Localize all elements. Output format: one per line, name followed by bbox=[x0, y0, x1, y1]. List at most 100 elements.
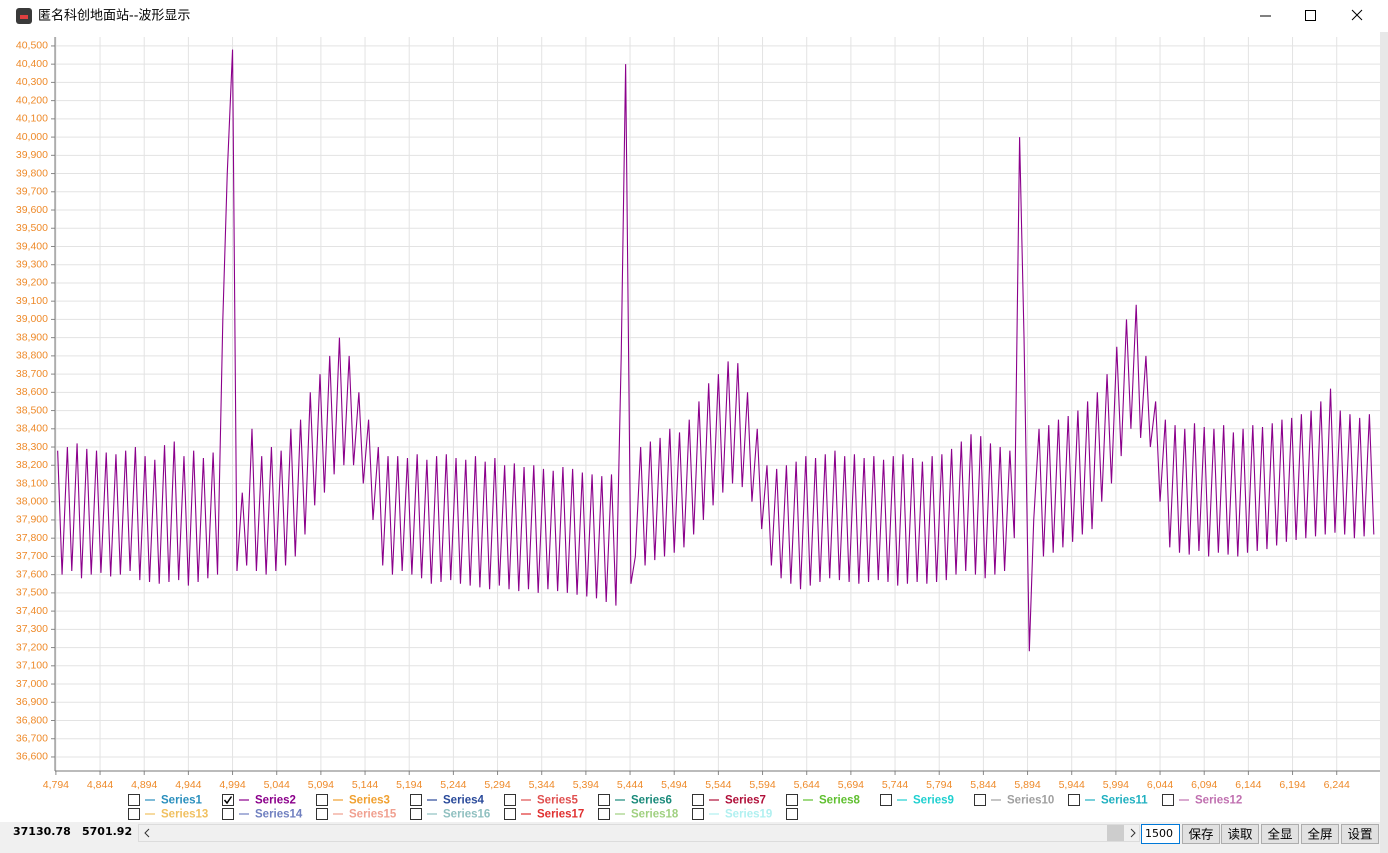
y-tick-label: 39,800 bbox=[16, 167, 48, 179]
y-tick-label: 38,400 bbox=[16, 423, 48, 435]
text-input[interactable] bbox=[1141, 824, 1180, 844]
button-label: 全显 bbox=[1267, 827, 1292, 842]
x-tick-label: 5,894 bbox=[1014, 779, 1040, 791]
x-tick-label: 5,494 bbox=[661, 779, 687, 791]
x-tick-label: 5,194 bbox=[396, 779, 422, 791]
y-tick-label: 39,600 bbox=[16, 204, 48, 216]
x-tick-label: 6,144 bbox=[1235, 779, 1261, 791]
minimize-button[interactable] bbox=[1243, 0, 1287, 32]
plot: 36,600 36,700 36,800 36,900 37,000 37,100 37,2… bbox=[16, 37, 1380, 791]
legend-label: Series8 bbox=[819, 795, 861, 807]
y-tick-label: 37,800 bbox=[16, 532, 48, 544]
button-bg[interactable] bbox=[1261, 824, 1299, 844]
button-label: 设置 bbox=[1347, 827, 1372, 842]
legend-label: Series3 bbox=[349, 795, 390, 807]
series-line bbox=[57, 49, 1375, 652]
legend-checkbox[interactable] bbox=[410, 808, 422, 820]
y-tick-label: 39,500 bbox=[16, 222, 48, 234]
button-label: 读取 bbox=[1227, 827, 1253, 842]
legend-label: Series17 bbox=[537, 809, 584, 821]
y-tick-label: 39,300 bbox=[16, 258, 48, 270]
y-tick-label: 36,600 bbox=[16, 751, 48, 763]
button[interactable]: 全显 bbox=[1261, 824, 1299, 844]
y-tick-label: 37,300 bbox=[16, 623, 48, 635]
legend-checkbox[interactable] bbox=[598, 808, 610, 820]
legend-checkbox[interactable] bbox=[504, 808, 516, 820]
legend-checkbox[interactable] bbox=[410, 794, 422, 806]
x-tick-label: 5,694 bbox=[838, 779, 864, 791]
y-tick-label: 40,200 bbox=[16, 94, 48, 106]
legend-checkbox[interactable] bbox=[880, 794, 892, 806]
button[interactable]: 全屏 bbox=[1301, 824, 1339, 844]
maximize-bg[interactable] bbox=[1289, 0, 1333, 32]
y-tick-label: 36,700 bbox=[16, 733, 48, 745]
y-tick-label: 37,100 bbox=[16, 660, 48, 672]
legend-checkbox[interactable] bbox=[974, 794, 986, 806]
legend-label: Series12 bbox=[1195, 795, 1242, 807]
scroll-left[interactable] bbox=[144, 828, 150, 838]
y-tick-label: 36,900 bbox=[16, 696, 48, 708]
input-value: 1500 bbox=[1145, 827, 1173, 840]
y-tick-label: 37,000 bbox=[16, 678, 48, 690]
legend-checkbox[interactable] bbox=[786, 808, 798, 820]
y-tick-label: 39,000 bbox=[16, 313, 48, 325]
legend-label: Series4 bbox=[443, 795, 485, 807]
x-tick-label: 5,994 bbox=[1103, 779, 1129, 791]
y-tick-label: 38,700 bbox=[16, 368, 48, 380]
legend-label: Series19 bbox=[725, 809, 772, 821]
x-tick-label: 6,244 bbox=[1324, 779, 1350, 791]
legend-checkbox[interactable] bbox=[222, 808, 234, 820]
maximize-button[interactable] bbox=[1289, 0, 1333, 32]
y-tick-label: 39,900 bbox=[16, 149, 48, 161]
legend-checkbox[interactable] bbox=[786, 794, 798, 806]
app-icon-mark bbox=[20, 15, 28, 19]
legend-checkbox[interactable] bbox=[128, 794, 140, 806]
x-tick-label: 4,944 bbox=[175, 779, 201, 791]
close-icon bbox=[1351, 9, 1363, 21]
legend-checkbox[interactable] bbox=[504, 794, 516, 806]
legend-checkbox[interactable] bbox=[316, 808, 328, 820]
x-tick-label: 5,394 bbox=[573, 779, 599, 791]
button-bg[interactable] bbox=[1221, 824, 1259, 844]
button-bg[interactable] bbox=[1182, 824, 1220, 844]
scroll-thumb[interactable] bbox=[1107, 825, 1124, 841]
title-bar: 匿名科创地面站--波形显示 bbox=[16, 0, 1381, 32]
y-tick-label: 37,400 bbox=[16, 605, 48, 617]
legend-label: Series11 bbox=[1101, 795, 1148, 807]
y-tick-label: 40,300 bbox=[16, 76, 48, 88]
y-tick-label: 38,600 bbox=[16, 386, 48, 398]
scroll-right[interactable] bbox=[1130, 828, 1136, 838]
button-bg[interactable] bbox=[1341, 824, 1379, 844]
x-tick-label: 5,544 bbox=[705, 779, 731, 791]
y-tick-label: 37,200 bbox=[16, 641, 48, 653]
window-title: 匿名科创地面站--波形显示 bbox=[38, 8, 190, 24]
legend-checkbox[interactable] bbox=[222, 794, 234, 806]
y-tick-label: 38,500 bbox=[16, 404, 48, 416]
legend-label: Series14 bbox=[255, 809, 303, 821]
legend-checkbox[interactable] bbox=[692, 794, 704, 806]
x-tick-label: 4,794 bbox=[43, 779, 69, 791]
x-tick-label: 5,144 bbox=[352, 779, 378, 791]
legend-checkbox[interactable] bbox=[128, 808, 140, 820]
y-tick-label: 38,900 bbox=[16, 331, 48, 343]
legend-checkbox[interactable] bbox=[692, 808, 704, 820]
button-bg[interactable] bbox=[1301, 824, 1339, 844]
legend-checkbox[interactable] bbox=[316, 794, 328, 806]
y-tick-label: 36,800 bbox=[16, 714, 48, 726]
legend-checkbox[interactable] bbox=[1162, 794, 1174, 806]
button[interactable]: 读取 bbox=[1221, 824, 1259, 844]
x-tick-label: 5,244 bbox=[440, 779, 466, 791]
x-tick-label: 5,644 bbox=[794, 779, 820, 791]
legend-checkbox[interactable] bbox=[1068, 794, 1080, 806]
x-tick-label: 6,194 bbox=[1279, 779, 1305, 791]
button[interactable]: 保存 bbox=[1182, 824, 1220, 844]
scrollbar[interactable] bbox=[138, 824, 1140, 842]
x-tick-label: 4,894 bbox=[131, 779, 157, 791]
y-tick-label: 37,500 bbox=[16, 587, 48, 599]
x-tick-label: 6,094 bbox=[1191, 779, 1217, 791]
legend-checkbox[interactable] bbox=[598, 794, 610, 806]
close-button[interactable] bbox=[1335, 0, 1381, 32]
legend-label: Series7 bbox=[725, 795, 766, 807]
button[interactable]: 设置 bbox=[1341, 824, 1379, 844]
